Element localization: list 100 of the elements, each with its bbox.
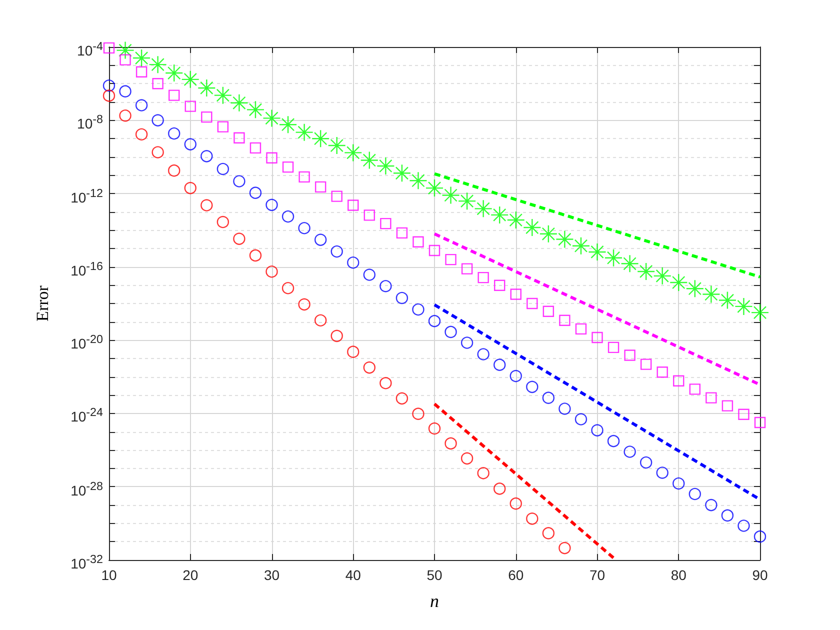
point xyxy=(445,254,456,266)
point xyxy=(640,456,652,469)
point xyxy=(184,182,196,194)
point xyxy=(262,109,281,128)
point xyxy=(754,416,766,428)
point xyxy=(542,306,554,318)
point xyxy=(526,298,538,310)
point xyxy=(152,78,164,90)
point xyxy=(298,171,310,183)
point xyxy=(233,175,246,188)
point xyxy=(136,66,148,78)
point xyxy=(314,234,327,246)
point xyxy=(347,346,360,358)
point xyxy=(428,422,441,435)
y-tick-label: 10$^{-24}$ xyxy=(70,405,103,426)
point xyxy=(444,326,457,338)
point xyxy=(200,150,213,162)
point xyxy=(119,85,132,98)
point xyxy=(656,466,668,479)
x-tick-label: 40 xyxy=(345,567,362,583)
point xyxy=(750,303,770,322)
point xyxy=(396,227,408,239)
point xyxy=(168,164,180,177)
point xyxy=(653,266,672,286)
point xyxy=(200,199,213,212)
point xyxy=(608,342,620,354)
point xyxy=(558,402,571,415)
point xyxy=(526,512,538,525)
point xyxy=(670,273,688,292)
point xyxy=(216,162,230,176)
point xyxy=(214,86,232,104)
point xyxy=(380,218,392,230)
point xyxy=(217,121,229,132)
point xyxy=(510,288,522,300)
point xyxy=(282,210,294,223)
point xyxy=(490,206,509,224)
point xyxy=(706,392,717,404)
point xyxy=(506,210,525,230)
point xyxy=(249,249,262,262)
point xyxy=(591,424,604,436)
point xyxy=(103,42,115,54)
y-tick-label: 10$^{-16}$ xyxy=(70,258,103,280)
point xyxy=(542,527,555,540)
point xyxy=(246,100,265,119)
point xyxy=(201,111,212,123)
point xyxy=(722,400,734,412)
point xyxy=(152,114,164,126)
point xyxy=(198,78,216,98)
point xyxy=(689,384,700,395)
point xyxy=(738,520,750,532)
point xyxy=(494,358,506,371)
point xyxy=(282,161,294,173)
point xyxy=(718,291,737,310)
point xyxy=(572,236,590,255)
point xyxy=(738,408,750,420)
point xyxy=(477,348,490,360)
point xyxy=(148,55,167,74)
point xyxy=(165,64,184,82)
x-tick-label: 30 xyxy=(264,567,280,583)
point xyxy=(592,332,603,344)
point xyxy=(673,375,684,386)
x-axis-title: n xyxy=(430,591,439,611)
point xyxy=(330,245,343,258)
point xyxy=(558,542,571,554)
point xyxy=(295,123,314,142)
point xyxy=(523,218,542,237)
point xyxy=(460,452,474,465)
x-tick-label: 80 xyxy=(670,567,687,583)
point xyxy=(184,100,196,112)
point xyxy=(604,248,623,267)
point xyxy=(688,488,701,500)
point xyxy=(364,210,375,221)
y-tick-label: 10$^{-4}$ xyxy=(77,39,103,60)
point xyxy=(575,323,587,335)
point xyxy=(461,263,473,274)
point xyxy=(328,136,346,155)
point xyxy=(620,254,639,273)
point xyxy=(428,314,441,328)
point xyxy=(233,232,246,245)
point xyxy=(330,330,343,342)
point xyxy=(314,314,327,326)
point xyxy=(754,530,766,543)
point xyxy=(102,80,116,92)
y-tick-label: 10$^{-32}$ xyxy=(70,552,103,572)
point xyxy=(460,336,474,349)
point xyxy=(363,268,376,281)
point xyxy=(119,110,132,122)
point xyxy=(314,181,326,193)
point xyxy=(526,380,538,394)
point xyxy=(640,358,652,370)
point xyxy=(412,408,424,420)
point xyxy=(458,192,476,210)
point xyxy=(230,94,248,112)
point xyxy=(168,127,180,140)
x-tick-label: 20 xyxy=(182,567,198,583)
point xyxy=(152,146,164,158)
point xyxy=(396,292,408,304)
point xyxy=(249,186,262,199)
point xyxy=(380,280,392,292)
point xyxy=(266,198,278,212)
